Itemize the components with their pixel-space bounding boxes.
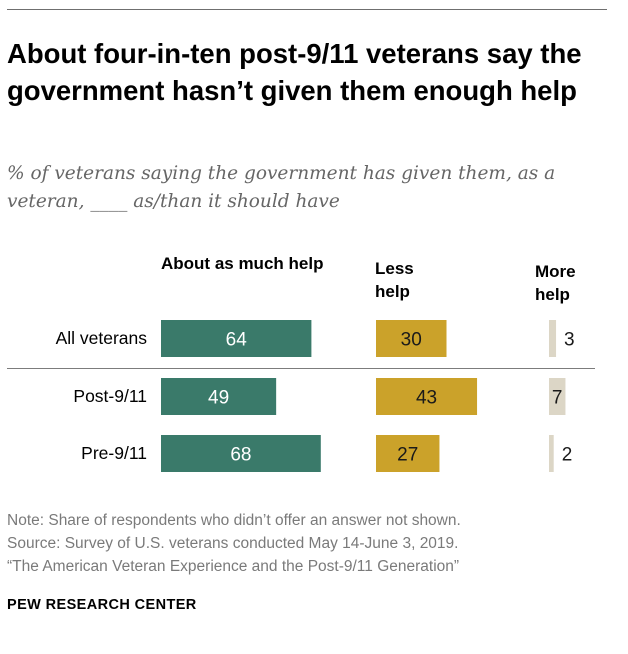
value-label-about-as-much-help-post-9-11: 49 — [208, 388, 229, 409]
report-text: “The American Veteran Experience and the… — [7, 558, 460, 575]
bar-more-help-post-9-11 — [549, 378, 566, 415]
bar-about-as-much-help-pre-9-11 — [161, 435, 321, 472]
chart-title: About four-in-ten post-9/11 veterans say… — [7, 38, 582, 106]
value-label-about-as-much-help-all-veterans: 64 — [226, 330, 248, 351]
bar-about-as-much-help-post-9-11 — [161, 378, 277, 415]
chart-subtitle: % of veterans saying the government has … — [7, 163, 556, 212]
bar-more-help-pre-9-11 — [549, 435, 554, 472]
value-label-more-help-pre-9-11: 2 — [562, 445, 573, 466]
bar-about-as-much-help-all-veterans — [161, 320, 312, 357]
value-label-less-help-post-9-11: 43 — [416, 388, 437, 409]
column-header-less-help: Less help — [375, 259, 414, 301]
value-label-more-help-all-veterans: 3 — [564, 330, 575, 351]
note-text: Note: Share of respondents who didn’t of… — [7, 512, 461, 529]
value-label-about-as-much-help-pre-9-11: 68 — [230, 445, 251, 466]
column-header-about-as-much-help: About as much help — [161, 254, 324, 273]
row-label-pre-9-11: Pre-9/11 — [81, 443, 147, 463]
value-label-less-help-all-veterans: 30 — [401, 330, 422, 351]
source-text: Source: Survey of U.S. veterans conducte… — [7, 535, 459, 552]
top-rule — [7, 9, 607, 10]
row-label-all-veterans: All veterans — [55, 328, 147, 348]
bar-less-help-post-9-11 — [376, 378, 478, 415]
bar-less-help-pre-9-11 — [376, 435, 440, 472]
row-divider — [7, 368, 595, 369]
brand-logo-text: PEW RESEARCH CENTER — [7, 597, 197, 613]
value-label-more-help-post-9-11: 7 — [552, 388, 563, 409]
chart-notes: Note: Share of respondents who didn’t of… — [7, 509, 617, 578]
value-label-less-help-pre-9-11: 27 — [397, 445, 418, 466]
bar-more-help-all-veterans — [549, 320, 557, 357]
row-label-post-9-11: Post-9/11 — [73, 386, 147, 406]
column-header-more-help: More help — [535, 262, 576, 304]
bar-less-help-all-veterans — [376, 320, 447, 357]
